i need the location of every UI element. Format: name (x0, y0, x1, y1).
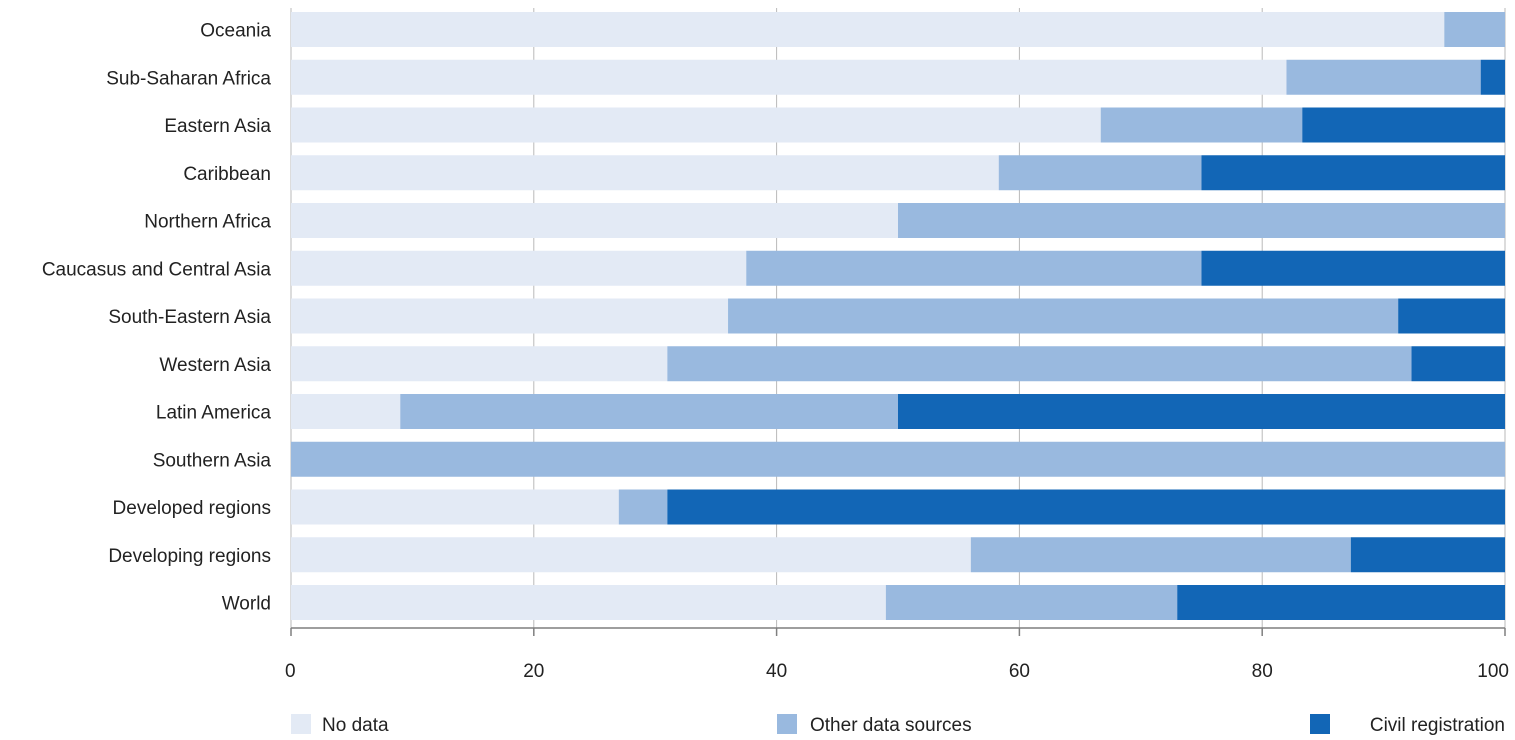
x-tick-label: 20 (523, 661, 544, 682)
bar-segment (291, 441, 1505, 477)
category-label: Eastern Asia (164, 116, 271, 137)
category-label: Latin America (156, 403, 272, 424)
bar-segment (898, 394, 1505, 429)
category-label: Developing regions (108, 546, 271, 567)
bar-segment (291, 155, 999, 191)
category-label: Northern Africa (144, 212, 271, 233)
category-label: Oceania (200, 21, 271, 42)
bar-segment (291, 346, 668, 382)
legend-swatch (777, 714, 797, 734)
bar-segment (667, 489, 1505, 525)
legend-swatch (1310, 714, 1330, 734)
bars (291, 12, 1505, 620)
bar-segment (291, 203, 898, 238)
bar-segment (746, 250, 1202, 286)
category-label: Caribbean (183, 164, 271, 185)
bar-segment (1100, 107, 1303, 143)
bar-segment (291, 107, 1101, 143)
legend-label: Civil registration (1370, 715, 1505, 735)
category-labels: Oceania Sub-Saharan Africa Eastern Asia Car… (42, 21, 272, 615)
bar-segment (291, 59, 1287, 95)
bar-segment (998, 155, 1202, 191)
bar-segment (291, 298, 729, 334)
bar-segment (291, 537, 971, 573)
x-tick-label: 40 (766, 661, 787, 682)
bar-segment (291, 585, 886, 620)
x-tick-label: 60 (1009, 661, 1030, 682)
bar-segment (1201, 155, 1505, 191)
category-label: Developed regions (113, 498, 271, 519)
category-label: World (222, 594, 271, 615)
bar-segment (1480, 59, 1505, 95)
bar-segment (618, 489, 668, 525)
bar-segment (1444, 12, 1505, 47)
bar-segment (1302, 107, 1505, 143)
x-tick-label: 80 (1252, 661, 1273, 682)
category-label: South-Eastern Asia (108, 307, 271, 328)
bar-segment (885, 585, 1178, 620)
category-label: Southern Asia (153, 450, 272, 471)
legend-swatch (291, 714, 311, 734)
bar-segment (1177, 585, 1505, 620)
bar-segment (1398, 298, 1505, 334)
bar-segment (400, 394, 898, 429)
x-axis: 0 20 40 60 80 100 (285, 627, 1509, 682)
category-label: Western Asia (159, 355, 271, 376)
legend-label: No data (322, 715, 389, 735)
bar-segment (1350, 537, 1505, 573)
legend: No data Other data sources Civil registrat… (291, 714, 1505, 736)
bar-segment (291, 250, 747, 286)
category-label: Sub-Saharan Africa (106, 68, 271, 89)
bar-segment (291, 489, 619, 525)
legend-label: Other data sources (810, 715, 972, 735)
x-tick-label: 100 (1477, 661, 1509, 682)
bar-segment (1201, 250, 1505, 286)
bar-segment (898, 203, 1505, 238)
category-label: Caucasus and Central Asia (42, 259, 272, 280)
bar-segment (667, 346, 1412, 382)
bar-segment (1411, 346, 1505, 382)
x-tick-label: 0 (285, 661, 296, 682)
bar-segment (291, 394, 401, 429)
bar-segment (291, 12, 1445, 47)
bar-segment (970, 537, 1351, 573)
bar-segment (1286, 59, 1481, 95)
bar-segment (728, 298, 1399, 334)
